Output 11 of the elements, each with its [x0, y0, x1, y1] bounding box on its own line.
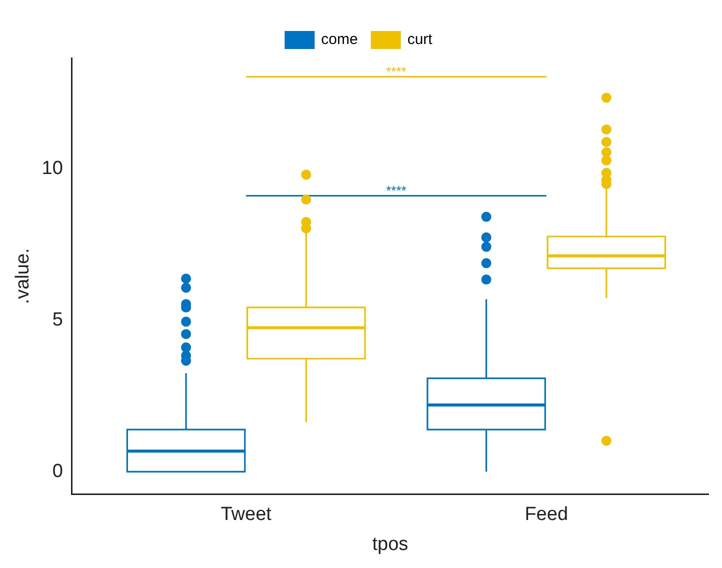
x-tick-label: Tweet: [220, 504, 272, 526]
legend-label: curt: [407, 31, 434, 48]
y-tick-label: 0: [52, 460, 63, 482]
y-tick-label: 10: [42, 158, 63, 179]
y-tick-label: 5: [52, 309, 63, 330]
x-tick-label: Feed: [524, 504, 568, 526]
annotation: ****: [386, 182, 406, 198]
y-axis-title: .value.: [12, 248, 34, 304]
annotation: ****: [386, 64, 406, 79]
legend-label: come: [321, 31, 358, 48]
x-axis-title: tpos: [372, 534, 408, 555]
